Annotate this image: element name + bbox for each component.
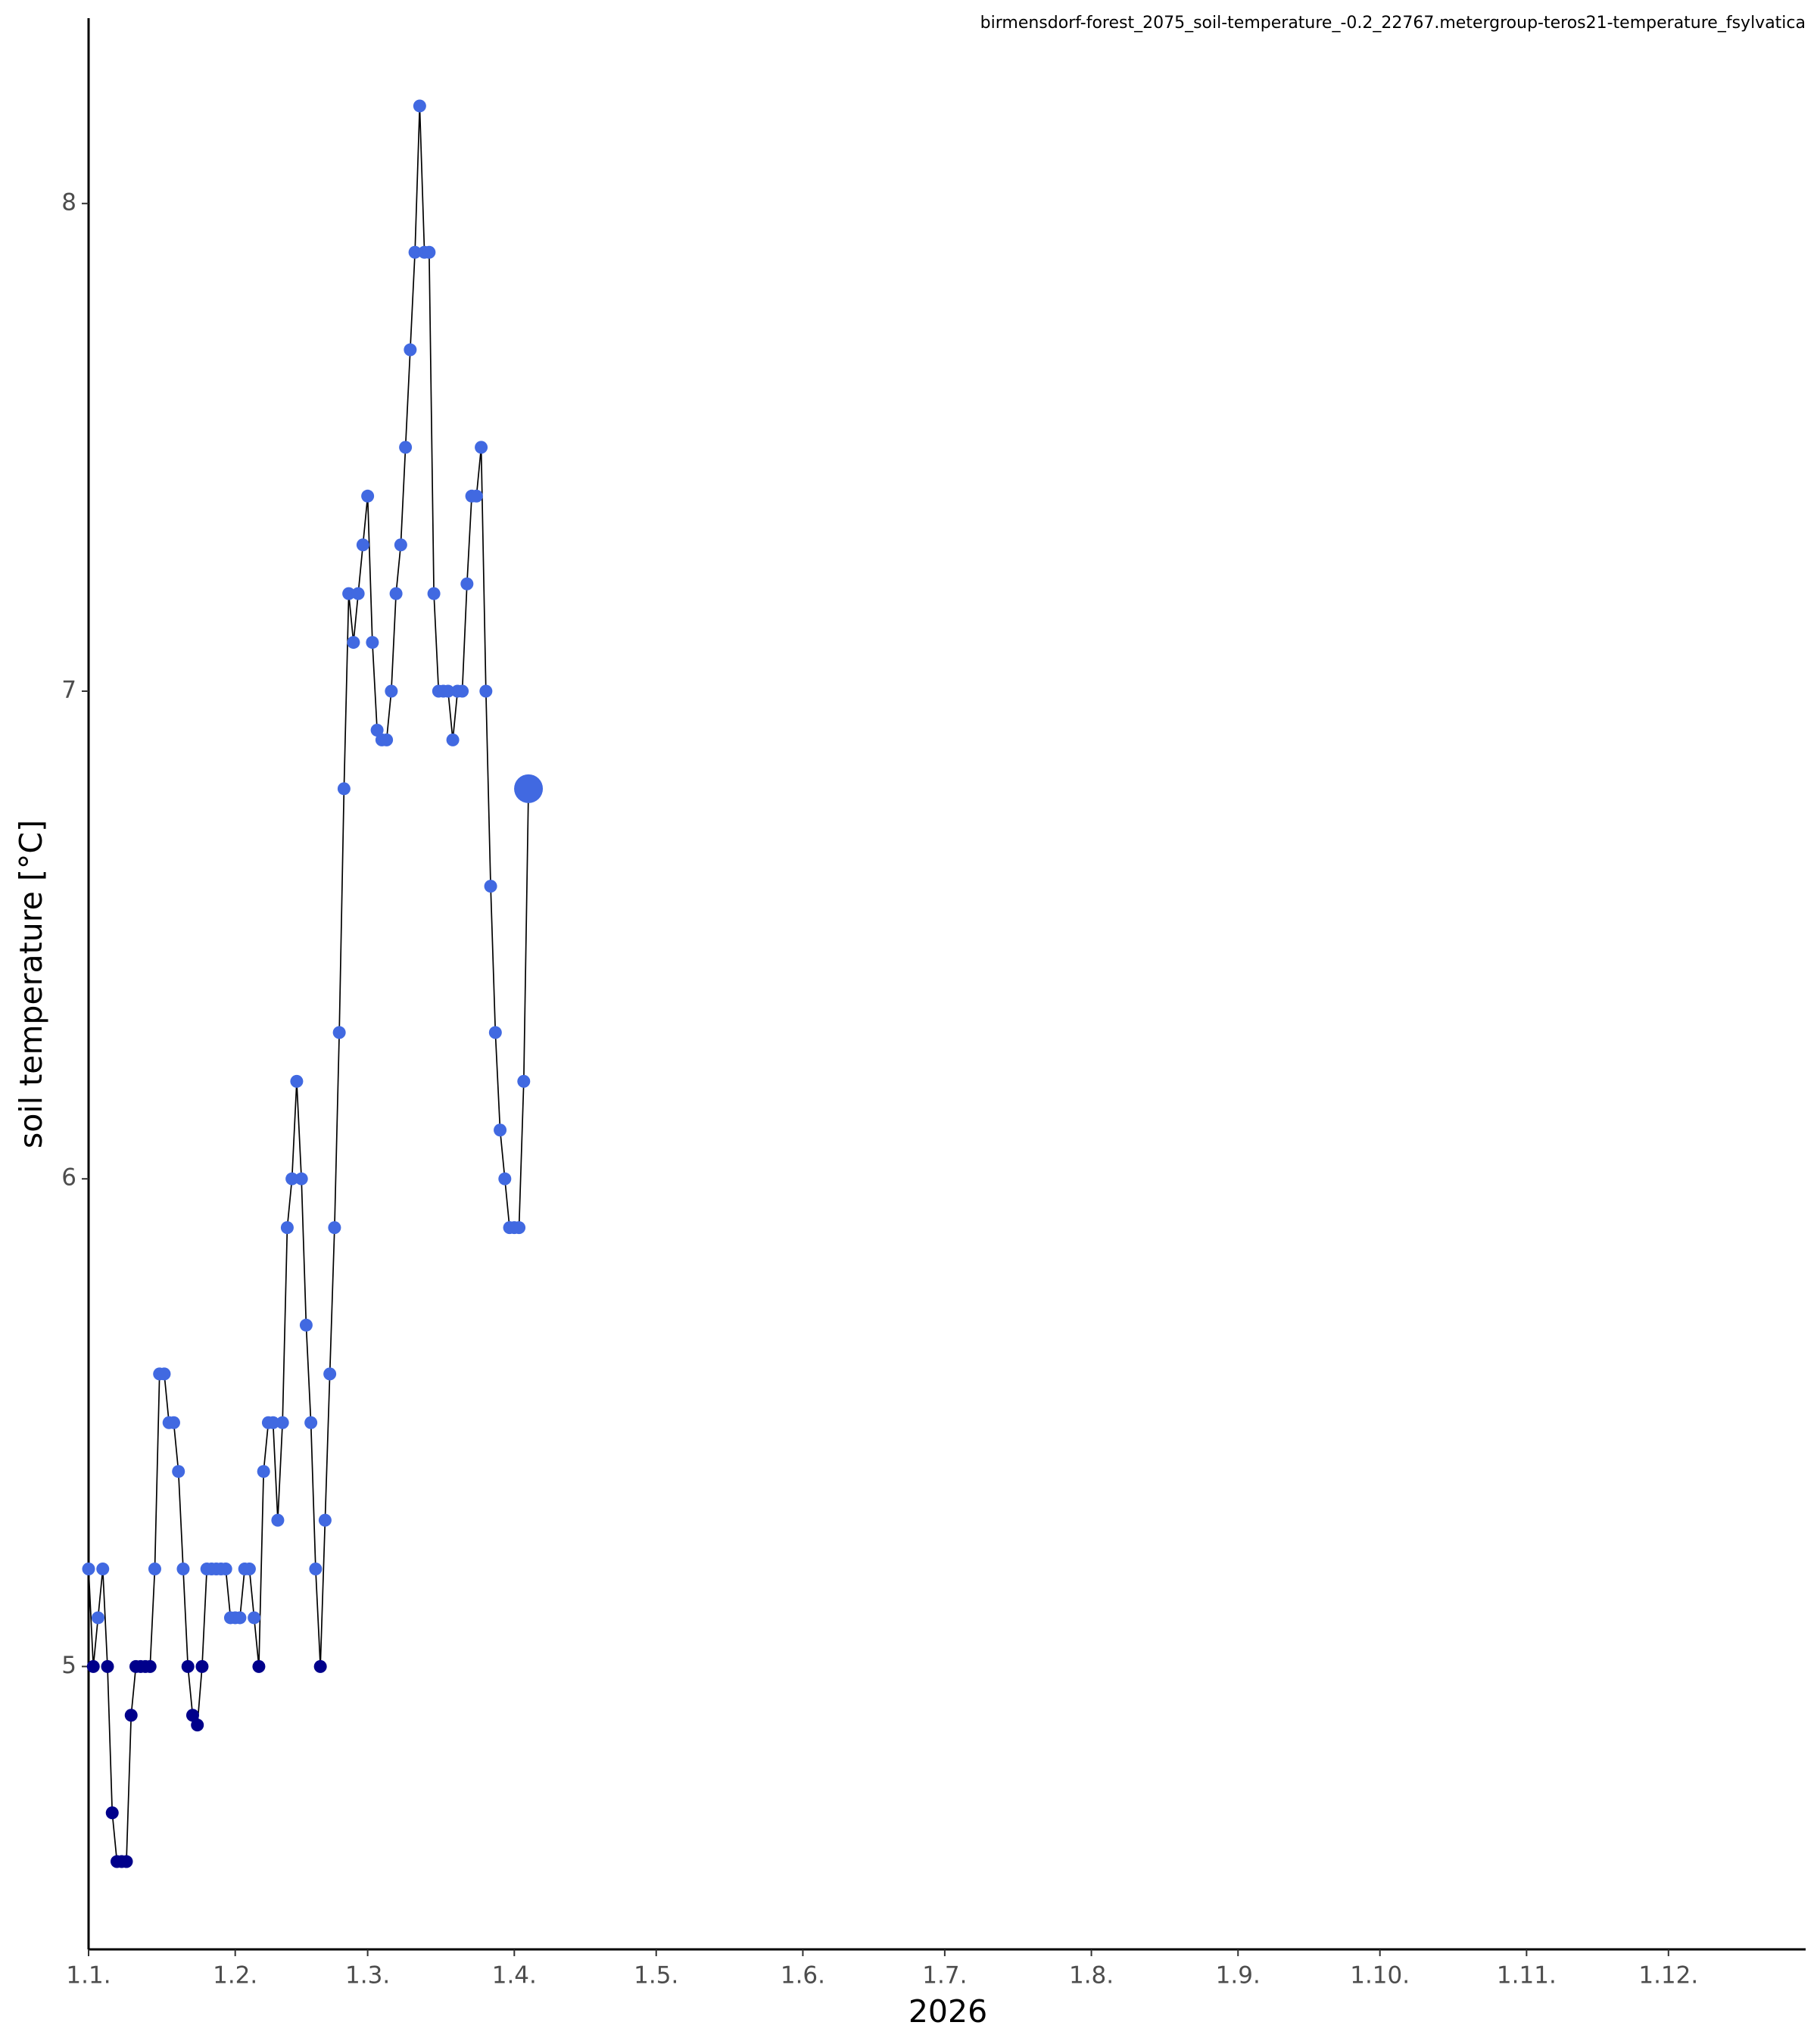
data-point [351, 587, 365, 600]
data-point [276, 1416, 289, 1429]
data-point [101, 1659, 114, 1673]
data-point [91, 1611, 104, 1625]
y-axis-title: soil temperature [°C] [13, 820, 49, 1148]
data-point [233, 1611, 247, 1625]
data-point [120, 1855, 133, 1868]
data-point [498, 1172, 512, 1186]
data-point [242, 1563, 256, 1576]
data-point [148, 1563, 161, 1576]
data-point [280, 1221, 294, 1235]
data-point [143, 1659, 157, 1673]
y-tick-label: 5 [61, 1652, 76, 1679]
data-point [266, 1416, 280, 1429]
data-point [356, 538, 369, 552]
data-point [257, 1465, 270, 1478]
data-point [347, 636, 360, 650]
x-tick-label: 1.5. [634, 1962, 678, 1989]
x-tick-label: 1.12. [1638, 1962, 1698, 1989]
data-point [404, 343, 417, 357]
data-point [252, 1659, 266, 1673]
data-point [191, 1718, 204, 1732]
data-point [385, 684, 398, 698]
data-point [172, 1465, 185, 1478]
x-tick-label: 1.1. [66, 1962, 111, 1989]
data-point [513, 1221, 526, 1235]
y-tick-label: 7 [61, 676, 76, 703]
data-point [299, 1318, 313, 1332]
data-point [271, 1513, 285, 1527]
y-tick-label: 6 [61, 1164, 76, 1192]
data-point [313, 1659, 327, 1673]
chart-title: birmensdorf-forest_2075_soil-temperature… [980, 14, 1806, 33]
data-line [88, 105, 529, 1862]
data-point [460, 577, 474, 590]
data-point [185, 1709, 199, 1722]
data-point [285, 1172, 299, 1186]
data-point [441, 684, 455, 698]
data-point [248, 1611, 261, 1625]
data-point [96, 1563, 110, 1576]
data-point [157, 1367, 171, 1381]
x-tick-label: 1.8. [1069, 1962, 1114, 1989]
data-point [366, 636, 379, 650]
data-point [479, 684, 493, 698]
x-axis-title: 2026 [908, 1993, 987, 2030]
x-tick-label: 1.9. [1216, 1962, 1261, 1989]
data-point [422, 245, 436, 259]
data-point [337, 782, 351, 796]
data-point [488, 1026, 502, 1039]
data-point [456, 684, 469, 698]
data-point [332, 1026, 346, 1039]
data-point [328, 1221, 341, 1235]
data-point [469, 489, 483, 503]
data-point [318, 1513, 332, 1527]
data-point [484, 880, 497, 893]
x-tick-label: 1.2. [213, 1962, 257, 1989]
x-tick-label: 1.4. [492, 1962, 537, 1989]
data-point [361, 489, 375, 503]
data-point [290, 1074, 304, 1088]
data-point [475, 441, 488, 454]
data-point [309, 1563, 323, 1576]
data-point [323, 1367, 337, 1381]
data-point [195, 1659, 209, 1673]
data-point [494, 1123, 507, 1137]
data-point [342, 587, 356, 600]
data-point [370, 724, 384, 737]
data-point [427, 587, 441, 600]
data-point [124, 1709, 138, 1722]
data-point [181, 1659, 195, 1673]
data-point [86, 1659, 100, 1673]
y-tick-label: 8 [61, 189, 76, 216]
x-tick-label: 1.6. [781, 1962, 825, 1989]
data-point [105, 1806, 119, 1820]
x-tick-label: 1.11. [1497, 1962, 1557, 1989]
data-point [413, 99, 426, 113]
data-point [304, 1416, 318, 1429]
data-point [517, 1074, 531, 1088]
data-point [176, 1563, 190, 1576]
data-point [380, 733, 394, 746]
data-point [399, 441, 413, 454]
data-point [167, 1416, 180, 1429]
x-tick-label: 1.7. [922, 1962, 967, 1989]
data-point [295, 1172, 308, 1186]
data-point [408, 245, 422, 259]
data-point [219, 1563, 232, 1576]
x-tick-label: 1.3. [345, 1962, 390, 1989]
data-point [389, 587, 403, 600]
data-point [514, 774, 544, 803]
data-point [446, 733, 460, 746]
data-point [394, 538, 407, 552]
x-tick-label: 1.10. [1350, 1962, 1410, 1989]
data-point [82, 1563, 95, 1576]
